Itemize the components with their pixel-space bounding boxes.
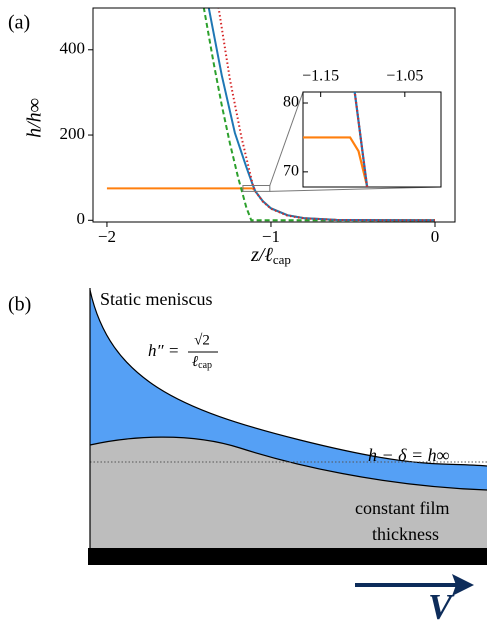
film-surface (89, 436, 487, 491)
x-tick-label: 0 (431, 227, 440, 246)
curvature-denominator: ℓcap (192, 354, 212, 371)
axes-frame (92, 7, 456, 223)
zoom-connector (269, 91, 304, 186)
x-axis-label-main: z/ℓ (250, 244, 273, 266)
film-region (90, 437, 487, 548)
panel-label: (b) (8, 294, 31, 316)
zoom-indicator (242, 91, 442, 192)
film-equation: h − δ = h∞ (368, 445, 450, 465)
inset-frame (302, 91, 442, 188)
x-tick-label: −1 (262, 227, 280, 246)
inset-y-tick-label: 80 (283, 94, 299, 111)
series-line (106, 187, 435, 222)
inset-x-tick-label: −1.05 (386, 68, 423, 85)
y-tick-label: 400 (60, 39, 86, 58)
zoom-connector (269, 186, 442, 192)
series-line (303, 136, 369, 187)
meniscus-label: Static meniscus (100, 289, 212, 309)
y-tick-label: 0 (77, 209, 86, 228)
x-axis-label: z/ℓcap (250, 244, 291, 267)
curvature-denominator-main: ℓ (192, 354, 198, 370)
velocity-label: V (428, 586, 455, 626)
substrate (88, 548, 487, 565)
velocity-arrowhead (452, 574, 474, 596)
y-tick-label: 200 (60, 124, 86, 143)
curvature-lhs: h″ = (148, 341, 179, 360)
film-label: constant film (355, 498, 449, 518)
film-label: thickness (372, 524, 439, 544)
curvature-numerator: √2 (194, 332, 210, 348)
meniscus-surface (89, 289, 487, 467)
panel-label: (a) (8, 12, 30, 34)
y-axis-label: h/h∞ (24, 98, 46, 138)
curvature-denominator-sub: cap (198, 360, 212, 371)
plot-area (106, 8, 435, 222)
inset-x-tick-label: −1.15 (302, 68, 339, 85)
inset-y-tick-label: 70 (283, 163, 299, 180)
zoom-box (242, 185, 271, 192)
x-axis-label-sub: cap (273, 252, 291, 267)
x-tick-label: −2 (98, 227, 116, 246)
